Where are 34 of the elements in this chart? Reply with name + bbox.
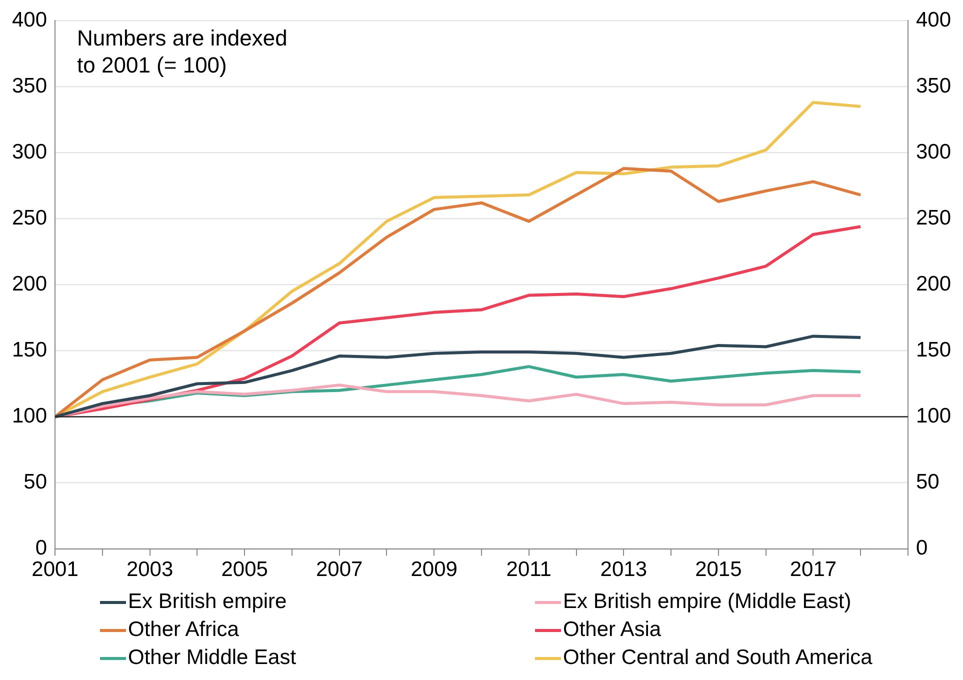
y-tick-label: 350 xyxy=(12,74,48,98)
y2-tick-label: 250 xyxy=(916,206,952,230)
y-tick-label: 250 xyxy=(12,206,48,230)
y2-tick-label: 50 xyxy=(916,470,940,494)
legend-label: Other Central and South America xyxy=(563,646,872,670)
x-tick-label: 2015 xyxy=(695,558,742,582)
y-tick-label: 400 xyxy=(12,8,48,32)
y2-tick-label: 300 xyxy=(916,140,952,164)
legend-label: Ex British empire (Middle East) xyxy=(563,590,852,614)
y-tick-label: 50 xyxy=(24,470,48,494)
legend-label: Other Africa xyxy=(128,618,239,642)
x-tick-label: 2017 xyxy=(790,558,837,582)
x-tick-label: 2001 xyxy=(32,558,78,582)
y-tick-label: 150 xyxy=(12,338,48,362)
y2-tick-label: 350 xyxy=(916,74,952,98)
y2-tick-label: 400 xyxy=(916,8,952,32)
x-tick-label: 2013 xyxy=(600,558,648,582)
x-tick-label: 2005 xyxy=(221,558,268,582)
y2-tick-label: 100 xyxy=(916,404,952,428)
y-tick-label: 300 xyxy=(12,140,48,164)
y-tick-label: 200 xyxy=(12,272,48,296)
legend-label: Ex British empire xyxy=(128,590,287,614)
y-tick-label: 100 xyxy=(12,404,48,428)
legend-label: Other Middle East xyxy=(128,646,296,670)
x-tick-label: 2003 xyxy=(126,558,174,582)
x-tick-label: 2011 xyxy=(506,558,552,582)
x-tick-label: 2009 xyxy=(410,558,458,582)
y-tick-label: 0 xyxy=(35,536,48,560)
x-tick-label: 2007 xyxy=(316,558,363,582)
annotation: Numbers are indexed to 2001 (= 100) xyxy=(77,26,288,78)
y2-tick-label: 150 xyxy=(916,338,952,362)
y2-tick-label: 0 xyxy=(916,536,928,560)
y2-tick-label: 200 xyxy=(916,272,952,296)
legend-label: Other Asia xyxy=(563,618,662,642)
